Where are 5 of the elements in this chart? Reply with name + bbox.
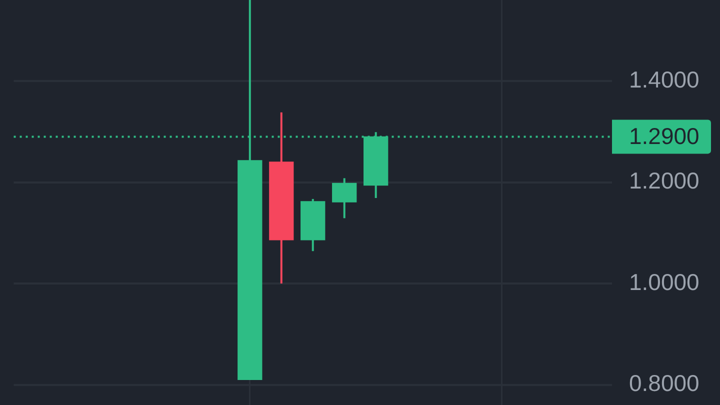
y-tick-label: 0.8000 xyxy=(629,370,700,396)
y-tick-label: 1.2000 xyxy=(629,168,700,194)
y-tick-label: 1.4000 xyxy=(629,66,700,92)
y-tick-label: 1.0000 xyxy=(629,268,700,295)
ref-line-label: 1.2900 xyxy=(629,123,700,150)
